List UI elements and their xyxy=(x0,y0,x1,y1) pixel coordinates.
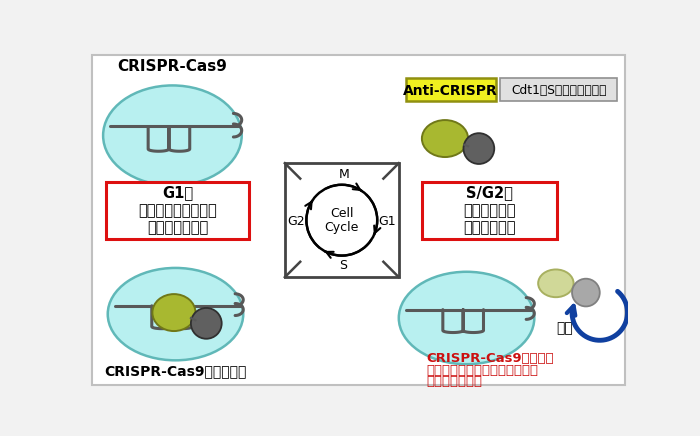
Text: CRISPR-Cas9: CRISPR-Cas9 xyxy=(118,59,228,74)
Text: Cdt1：S期で分解される: Cdt1：S期で分解される xyxy=(511,84,607,97)
Text: 起こりやすい: 起こりやすい xyxy=(463,220,516,235)
Text: CRISPR-Cas9活性を阻害: CRISPR-Cas9活性を阻害 xyxy=(104,364,246,378)
Text: Anti-CRISPR: Anti-CRISPR xyxy=(403,84,498,98)
Text: Cell: Cell xyxy=(330,207,354,220)
Text: G1: G1 xyxy=(379,215,396,228)
Ellipse shape xyxy=(103,85,242,186)
Text: が起こりやすい: が起こりやすい xyxy=(147,220,208,235)
Text: G1期: G1期 xyxy=(162,185,193,200)
FancyBboxPatch shape xyxy=(500,78,617,101)
Text: S: S xyxy=(340,259,347,272)
Ellipse shape xyxy=(108,268,244,360)
FancyBboxPatch shape xyxy=(422,182,557,238)
Ellipse shape xyxy=(572,279,600,307)
Text: Cycle: Cycle xyxy=(325,221,359,234)
Ellipse shape xyxy=(307,185,377,255)
Ellipse shape xyxy=(399,272,534,364)
FancyBboxPatch shape xyxy=(92,55,625,385)
Ellipse shape xyxy=(422,120,468,157)
Ellipse shape xyxy=(153,294,195,331)
FancyBboxPatch shape xyxy=(285,163,399,277)
Text: 相同組換えが: 相同組換えが xyxy=(463,204,516,218)
FancyBboxPatch shape xyxy=(106,182,248,238)
Ellipse shape xyxy=(463,133,494,164)
Text: 分解: 分解 xyxy=(556,321,573,335)
Text: S/G2期: S/G2期 xyxy=(466,185,513,200)
Text: M: M xyxy=(339,168,349,181)
FancyBboxPatch shape xyxy=(406,78,496,101)
Text: ：相同組換えを伴うゲノム編集: ：相同組換えを伴うゲノム編集 xyxy=(426,364,538,377)
Text: オフターゲット作用: オフターゲット作用 xyxy=(138,204,217,218)
Text: CRISPR-Cas9が活性化: CRISPR-Cas9が活性化 xyxy=(426,352,554,365)
Ellipse shape xyxy=(538,269,573,297)
Text: G2: G2 xyxy=(287,215,304,228)
Ellipse shape xyxy=(191,308,222,339)
Text: が起こりやすい: が起こりやすい xyxy=(426,375,482,388)
